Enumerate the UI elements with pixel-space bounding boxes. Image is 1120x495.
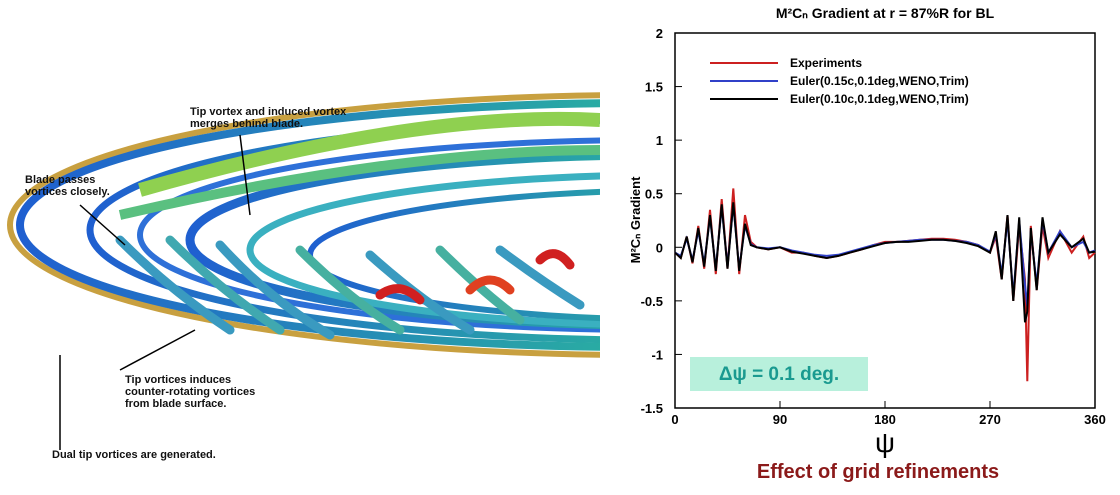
- chart-title: M²Cₙ Gradient at r = 87%R for BL: [776, 5, 995, 21]
- y-tick-label: -1.5: [641, 401, 663, 416]
- series-line: [674, 202, 1096, 323]
- annotation-leaders: [59, 134, 251, 450]
- y-tick-label: -0.5: [641, 294, 663, 309]
- legend-label: Experiments: [790, 56, 862, 70]
- x-tick-label: 180: [874, 412, 896, 427]
- annotation-text: Blade passes: [25, 174, 95, 186]
- note: Δψ = 0.1 deg.: [719, 364, 839, 385]
- series-line: [674, 188, 1096, 382]
- y-tick-label: 0.5: [645, 187, 663, 202]
- legend-label: Euler(0.15c,0.1deg,WENO,Trim): [790, 74, 969, 88]
- y-tick-label: -1: [651, 347, 663, 362]
- y-tick-label: 0: [656, 240, 663, 255]
- annotation-text: merges behind blade.: [190, 118, 303, 130]
- x-tick-label: 0: [671, 412, 678, 427]
- x-tick-label: 90: [773, 412, 787, 427]
- y-tick-label: 1.5: [645, 80, 663, 95]
- annotation-text: counter-rotating vortices: [125, 386, 255, 398]
- legend-label: Euler(0.10c,0.1deg,WENO,Trim): [790, 92, 969, 106]
- plot-frame: [674, 32, 1096, 409]
- annotation-text: Dual tip vortices are generated.: [52, 449, 216, 461]
- y-tick-label: 1: [656, 133, 663, 148]
- annotation-text: from blade surface.: [125, 398, 226, 410]
- note-box: [690, 357, 868, 391]
- x-axis-label: ψ: [875, 427, 895, 458]
- x-tick-label: 360: [1084, 412, 1106, 427]
- y-tick-label: 2: [656, 26, 663, 41]
- x-tick-label: 270: [979, 412, 1001, 427]
- annotation-text: vortices closely.: [25, 186, 110, 198]
- y-axis-label: M²Cₙ Gradient: [628, 176, 643, 263]
- caption: Effect of grid refinements: [757, 461, 999, 483]
- annotation-text: Tip vortex and induced vortex: [190, 106, 347, 118]
- vortex-render: [7, 92, 600, 358]
- annotation-text: Tip vortices induces: [125, 374, 231, 386]
